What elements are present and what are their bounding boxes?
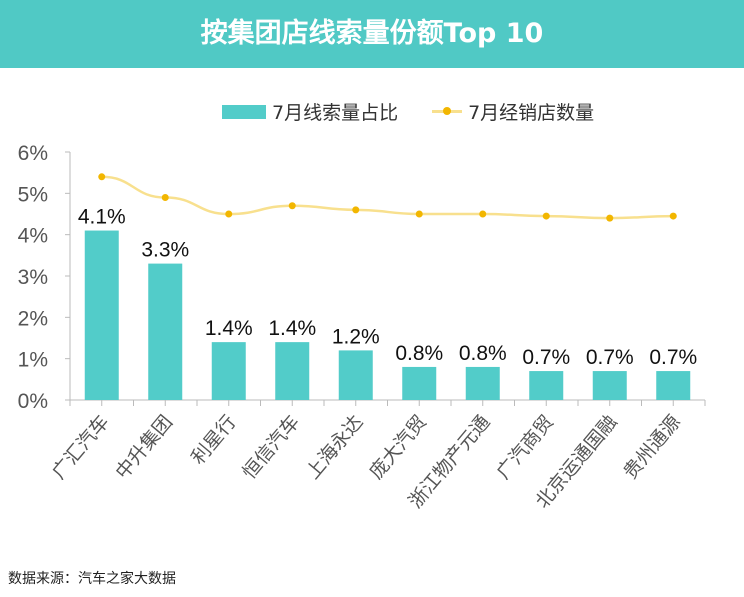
line-point bbox=[225, 210, 233, 218]
line-series bbox=[101, 175, 674, 220]
bar-data-label: 0.8% bbox=[459, 342, 507, 365]
line-point bbox=[479, 210, 487, 218]
bar bbox=[148, 263, 183, 400]
bar bbox=[465, 366, 500, 400]
bar-data-label: 0.8% bbox=[395, 342, 443, 365]
line-point bbox=[288, 202, 296, 210]
bar bbox=[211, 342, 246, 400]
x-tick-label: 中升集团 bbox=[111, 411, 177, 483]
x-tick-label: 恒信汽车 bbox=[238, 411, 304, 483]
x-tick-label: 利星行 bbox=[187, 411, 241, 469]
bar-data-label: 1.2% bbox=[332, 325, 380, 348]
line-point bbox=[98, 173, 106, 181]
y-tick-label: 0% bbox=[18, 390, 48, 413]
line-point bbox=[669, 212, 677, 220]
bar bbox=[656, 371, 691, 400]
y-tick-label: 4% bbox=[18, 225, 48, 248]
line-point bbox=[415, 210, 423, 218]
y-tick-label: 1% bbox=[18, 349, 48, 372]
bar bbox=[592, 371, 627, 400]
line-point bbox=[352, 206, 360, 214]
legend-line-swatch bbox=[432, 107, 463, 115]
bar-data-label: 0.7% bbox=[522, 346, 570, 369]
bar bbox=[402, 366, 437, 400]
bar bbox=[529, 371, 564, 400]
legend-bar-label: 7月线索量占比 bbox=[272, 102, 399, 124]
bar-data-label: 1.4% bbox=[268, 317, 316, 340]
bar bbox=[275, 342, 310, 400]
y-tick-label: 6% bbox=[18, 142, 48, 165]
line-point bbox=[542, 212, 550, 220]
bar-data-label: 1.4% bbox=[205, 317, 253, 340]
x-tick-label: 贵州通源 bbox=[619, 411, 685, 483]
legend-bar-swatch bbox=[222, 104, 266, 119]
bar-data-label: 4.1% bbox=[78, 206, 126, 229]
y-tick-label: 5% bbox=[18, 183, 48, 206]
bar-data-label: 0.7% bbox=[586, 346, 634, 369]
x-tick-label: 庞大汽贸 bbox=[365, 411, 431, 483]
x-tick-label: 广汽商贸 bbox=[492, 411, 558, 483]
x-tick-label: 上海永达 bbox=[302, 411, 368, 483]
line-point bbox=[606, 214, 614, 222]
bar bbox=[84, 230, 119, 400]
bar bbox=[338, 350, 373, 400]
line-point bbox=[161, 193, 169, 201]
legend: 7月线索量占比 7月经销店数量 bbox=[222, 98, 594, 125]
source-note: 数据来源：汽车之家大数据 bbox=[8, 571, 176, 587]
y-tick-label: 3% bbox=[18, 266, 48, 289]
bar-data-label: 0.7% bbox=[649, 346, 697, 369]
chart-title: 按集团店线索量份额Top 10 bbox=[200, 18, 544, 49]
x-tick-label: 广汇汽车 bbox=[48, 411, 114, 483]
legend-line-label: 7月经销店数量 bbox=[468, 102, 595, 124]
bar-data-label: 3.3% bbox=[141, 239, 189, 262]
y-tick-label: 2% bbox=[18, 307, 48, 330]
title-banner: 按集团店线索量份额Top 10 bbox=[0, 0, 744, 68]
